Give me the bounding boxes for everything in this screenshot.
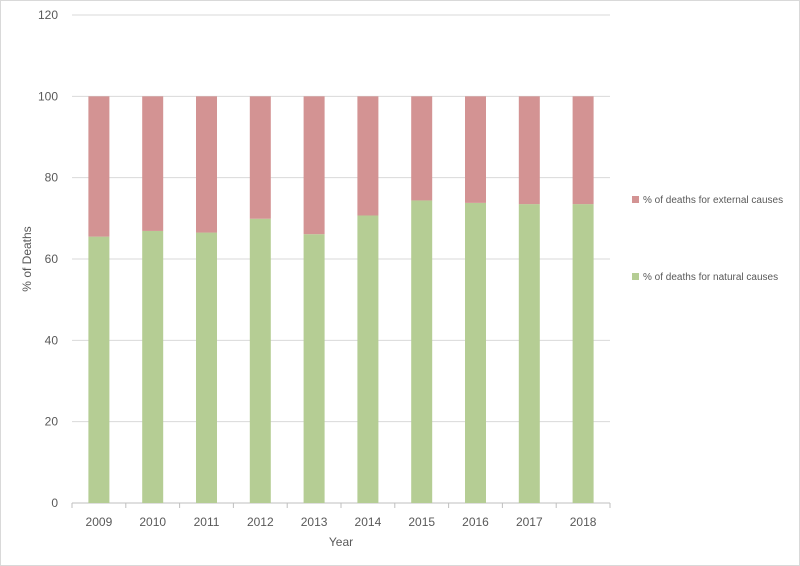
- bar-natural-2010: [142, 230, 164, 503]
- x-tick-label: 2015: [408, 515, 435, 529]
- bar-external-2011: [196, 96, 217, 233]
- x-tick-label: 2013: [301, 515, 328, 529]
- x-axis-label: Year: [329, 535, 353, 549]
- bar-natural-2016: [465, 202, 486, 503]
- bar-natural-2009: [88, 236, 110, 503]
- bar-natural-2014: [357, 215, 379, 503]
- bar-external-2013: [303, 96, 325, 235]
- x-tick-label: 2009: [86, 515, 113, 529]
- x-tick-label: 2010: [139, 515, 166, 529]
- bar-external-2018: [572, 96, 594, 205]
- bar-natural-2011: [196, 232, 217, 504]
- legend-label: % of deaths for external causes: [643, 195, 783, 206]
- bar-external-2012: [249, 96, 271, 219]
- bar-natural-2013: [303, 234, 325, 503]
- x-tick-label: 2011: [194, 515, 220, 529]
- bar-external-2009: [88, 96, 110, 237]
- x-tick-label: 2014: [355, 515, 382, 529]
- legend-label: % of deaths for natural causes: [643, 272, 778, 283]
- y-tick-label: 120: [38, 8, 58, 22]
- legend-swatch: [632, 273, 639, 280]
- bar-external-2016: [465, 96, 486, 203]
- x-tick-label: 2012: [247, 515, 274, 529]
- bar-natural-2017: [518, 204, 540, 503]
- y-tick-label: 100: [38, 89, 58, 103]
- x-tick-label: 2017: [516, 515, 543, 529]
- x-tick-label: 2016: [462, 515, 489, 529]
- legend-swatch: [632, 196, 639, 203]
- y-tick-label: 60: [45, 252, 59, 266]
- bar-natural-2012: [249, 218, 271, 504]
- y-tick-label: 0: [51, 496, 58, 510]
- bar-external-2017: [518, 96, 540, 205]
- bar-natural-2015: [411, 200, 433, 503]
- x-tick-label: 2018: [570, 515, 597, 529]
- y-axis-label: % of Deaths: [20, 226, 34, 291]
- y-tick-label: 20: [45, 415, 59, 429]
- bar-natural-2018: [572, 204, 594, 503]
- y-tick-label: 80: [45, 171, 59, 185]
- y-tick-label: 40: [45, 333, 59, 347]
- bar-external-2014: [357, 96, 379, 216]
- bar-external-2010: [142, 96, 164, 231]
- bar-external-2015: [411, 96, 433, 201]
